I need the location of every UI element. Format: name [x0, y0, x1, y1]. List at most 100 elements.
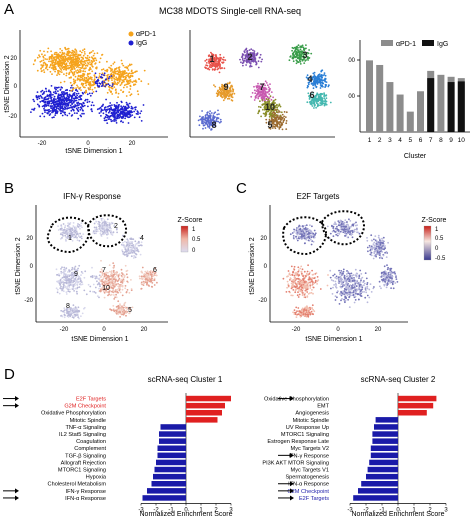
a1-ytick-1: 0 [14, 84, 18, 90]
b-colorbar [180, 225, 189, 253]
legend-dot-apd1 [128, 31, 134, 37]
d1-bar-7 [157, 445, 186, 451]
b-cluster-label-6: 6 [153, 267, 157, 274]
cluster-label-8: 8 [211, 120, 216, 130]
a1-ytick-0: 20 [10, 56, 17, 62]
b-cluster-label-9: 9 [74, 271, 78, 278]
b-colorbar-title: Z-Score [178, 217, 203, 224]
bar-igg-9 [447, 82, 455, 132]
cluster-label-1: 1 [209, 54, 214, 64]
tsne-plot-clusters: 1 2 3 4 5 6 7 8 9 10 [189, 30, 335, 138]
bar-apd1-1 [366, 60, 373, 132]
panel-label-d: D [4, 366, 15, 383]
b-ytick-1: 0 [30, 264, 34, 270]
legend-label-igg: IgG [136, 40, 147, 47]
d1-label-4: TNF-α Signaling [65, 425, 106, 431]
bar-igg-10 [457, 81, 465, 132]
d1-bar-13 [147, 488, 186, 494]
panel-label-b: B [4, 180, 14, 197]
tsne-plot-e2f: 20 0 -20 -20 0 20 tSNE Dimension 1 tSNE … [249, 205, 447, 343]
d1-xtick-0: -3 [138, 508, 144, 514]
d2-label-4: UV Response Up [286, 425, 329, 431]
b-cluster-label-5: 5 [128, 307, 132, 314]
cluster-label-10: 10 [265, 102, 275, 112]
d1-label-11: Hypoxia [86, 475, 107, 481]
d1-label-5: IL2 Stat5 Signaling [59, 432, 106, 438]
bar-apd1-4 [396, 94, 404, 132]
d1-xtick-6: 3 [229, 508, 233, 514]
d1-bar-3 [186, 417, 218, 423]
cluster-label-3: 3 [302, 50, 307, 60]
d1-xtick-3: 0 [184, 508, 188, 514]
d2-label-14: E2F Targets [299, 496, 329, 502]
bar-apd1-6 [417, 91, 424, 132]
a1-xlabel: tSNE Dimension 1 [65, 148, 122, 155]
b-ytick-2: -20 [24, 298, 33, 304]
c-ylabel: tSNE Dimension 2 [249, 237, 256, 294]
bar-xtick-2: 2 [378, 137, 382, 144]
d2-bar-5 [372, 431, 398, 437]
cluster-label-4: 4 [307, 74, 312, 84]
d1-bar-11 [153, 473, 186, 480]
d1-bar-2 [186, 410, 222, 416]
d1-bar-14 [142, 495, 186, 501]
d1-xtick-2: -1 [168, 508, 174, 514]
c-ytick-2: -20 [258, 298, 267, 304]
d2-bar-14 [353, 495, 398, 501]
b-cluster-label-8: 8 [66, 303, 70, 310]
bar-xtick-7: 7 [429, 137, 433, 144]
c-cluster-1-outline [282, 216, 327, 256]
d1-label-7: Complement [74, 446, 106, 452]
bar-ytick-0: 00 [348, 58, 355, 64]
c-colorbar-title: Z-Score [422, 217, 447, 224]
legend-label-apd1: αPD-1 [136, 31, 156, 38]
d2-label-10: Myc Targets V1 [291, 468, 329, 474]
d1-label-2: Oxidative Phosphorylation [41, 411, 106, 417]
d2-xlabel: Normalized Enrichment Score [352, 511, 445, 518]
d2-label-6: Estrogen Response Late [267, 439, 329, 445]
d2-bar-4 [374, 424, 398, 430]
bar-xlabel: Cluster [404, 153, 427, 160]
d2-bar-7 [370, 445, 398, 451]
bar-xtick-10: 10 [458, 137, 466, 144]
d2-label-0: Oxidative Phosphorylation [264, 397, 329, 403]
d2-bar-3 [375, 417, 398, 423]
d2-bar-1 [398, 402, 434, 409]
enrichment-chart-cluster-2: -3 -2 -1 0 1 2 3 Oxidative PhosphorylationEMTAn… [262, 393, 448, 514]
d2-title: scRNA-seq Cluster 2 [361, 375, 436, 384]
cluster-label-9: 9 [223, 82, 228, 92]
panel-label-a: A [4, 1, 14, 18]
d2-bar-12 [361, 481, 398, 487]
d1-bar-5 [159, 431, 186, 437]
b-cluster-label-10: 10 [102, 285, 110, 292]
d2-xtick-1: -2 [363, 508, 369, 514]
d2-label-2: Angiogenesis [295, 411, 329, 417]
d2-xtick-3: 0 [396, 508, 400, 514]
d2-label-3: Mitotic Spindle [293, 418, 329, 424]
c-colorbar-tick-0: 1 [435, 227, 439, 233]
c-cluster-2-outline [320, 210, 365, 246]
d1-bar-0 [186, 395, 231, 402]
d2-bar-0 [398, 395, 437, 402]
bar-legend-swatch-igg [422, 40, 434, 46]
d2-label-11: Spermatogenesis [285, 475, 329, 481]
c-xlabel: tSNE Dimension 1 [305, 336, 362, 343]
b-ytick-0: 20 [26, 236, 33, 242]
d1-xtick-4: 1 [199, 508, 203, 514]
d1-bar-9 [156, 459, 186, 466]
b-cluster-label-7: 7 [102, 267, 106, 274]
panel-c-title: E2F Targets [297, 192, 340, 201]
d1-label-6: Coagulation [76, 439, 106, 445]
bar-apd1-2 [376, 64, 384, 132]
d1-label-13: IFN-γ Response [66, 489, 106, 495]
d2-xtick-4: 1 [412, 508, 416, 514]
d2-label-1: EMT [317, 404, 329, 410]
d2-xtick-2: -1 [379, 508, 385, 514]
a1-xtick-1: 0 [86, 141, 90, 147]
panel-b-title: IFN-γ Response [63, 192, 121, 201]
bar-ytick-1: 00 [348, 94, 355, 100]
c-ytick-1: 0 [264, 264, 268, 270]
cluster-label-2: 2 [247, 52, 252, 62]
